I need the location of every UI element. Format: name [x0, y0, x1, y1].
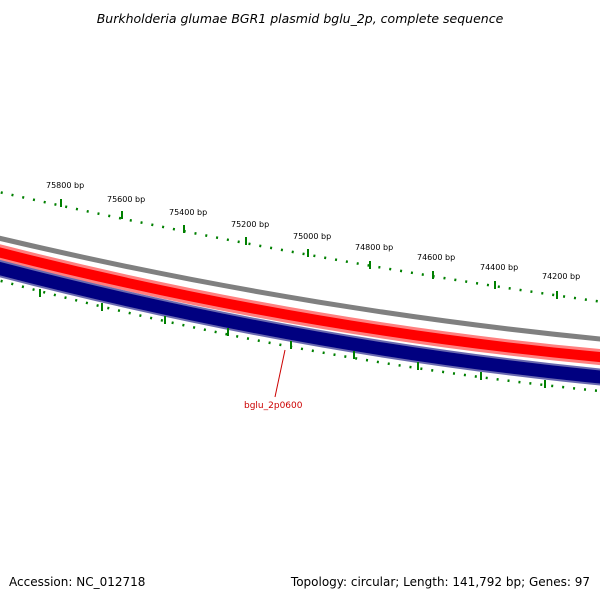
forward-strand-track [0, 247, 600, 363]
position-tick-label-74200: 74200 bp [542, 272, 580, 281]
position-tick-label-74800: 74800 bp [355, 243, 393, 252]
map-title: Burkholderia glumae BGR1 plasmid bglu_2p… [97, 11, 504, 26]
plasmid-tracks [0, 190, 600, 393]
gene-label-leader-line [274, 349, 286, 398]
position-tick-label-74400: 74400 bp [480, 263, 518, 272]
accession-text: Accession: NC_012718 [9, 575, 145, 589]
backbone-ring [0, 235, 600, 342]
position-tick-labels: 75800 bp 75600 bp 75400 bp 75200 bp 7500… [46, 181, 580, 299]
outer-tick-ring [0, 190, 600, 303]
position-tick-label-74600: 74600 bp [417, 253, 455, 262]
position-tick-label-75600: 75600 bp [107, 195, 145, 204]
position-tick-label-75000: 75000 bp [293, 232, 331, 241]
gene-label-bglu-2p0600: bglu_2p0600 [244, 401, 303, 411]
position-tick-label-75400: 75400 bp [169, 208, 207, 217]
inner-minor-ticks [39, 289, 546, 388]
reverse-strand-track [0, 261, 600, 384]
topology-summary-text: Topology: circular; Length: 141,792 bp; … [290, 575, 590, 589]
position-tick-label-75200: 75200 bp [231, 220, 269, 229]
gene-label-group: bglu_2p0600 [244, 349, 303, 411]
position-tick-label-75800: 75800 bp [46, 181, 84, 190]
